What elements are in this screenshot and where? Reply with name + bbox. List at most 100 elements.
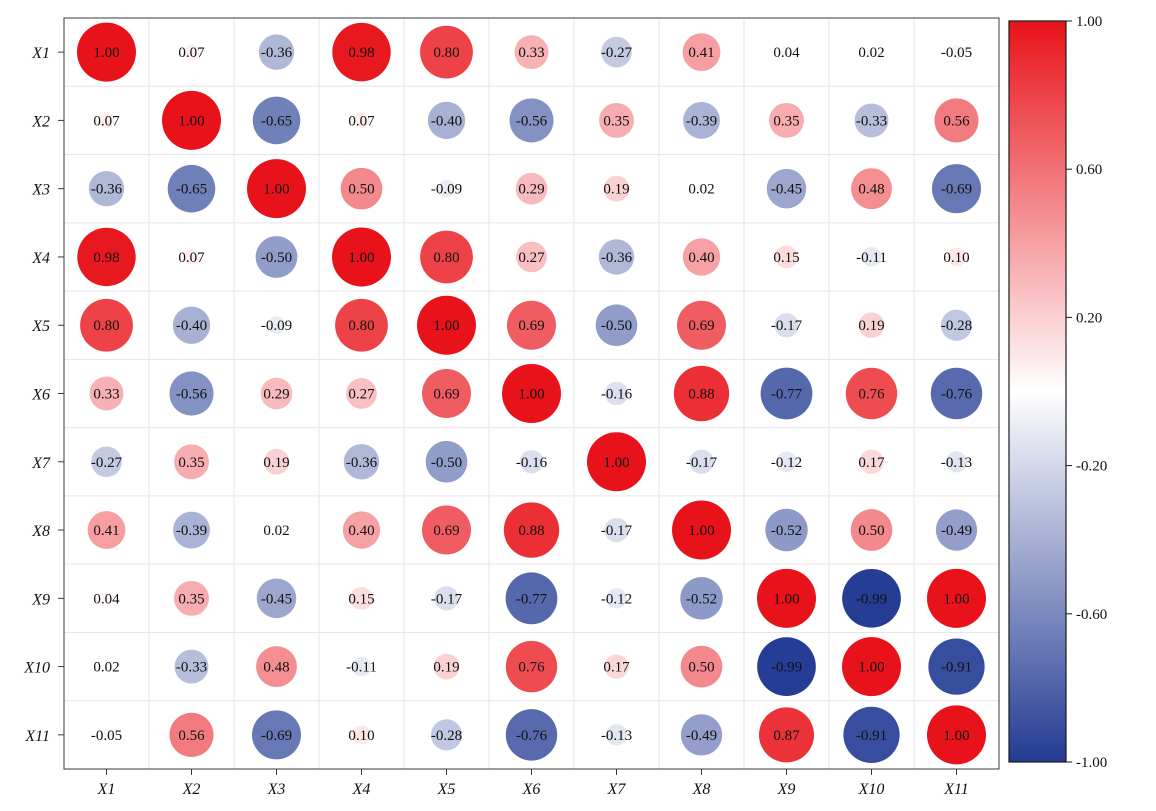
correlation-circle <box>350 586 373 610</box>
correlation-circle <box>769 102 804 138</box>
axis-labels: X1 X1 X2 X2 X3 X3 X4 X4 X5 X5 X6 X6 X7 X7 X8 X8 X9 X9 X10 X… <box>23 45 969 798</box>
correlation-value-label: -0.76 <box>516 728 548 744</box>
x-axis-tick-label: X3 <box>267 781 286 798</box>
correlation-value-label: -0.11 <box>346 660 377 676</box>
y-axis-tick-label: X5 <box>31 318 50 335</box>
correlation-circle <box>247 159 306 219</box>
correlation-value-label: -0.33 <box>176 660 207 676</box>
correlation-circle <box>427 101 466 140</box>
correlation-value-label: -0.56 <box>516 113 548 129</box>
y-axis-tick-label: X3 <box>31 182 50 199</box>
correlation-circle <box>173 511 210 549</box>
correlation-value-label: -0.50 <box>261 250 292 266</box>
x-axis-tick-label: X6 <box>522 781 541 798</box>
correlation-value-label: -0.69 <box>941 182 972 198</box>
correlation-circle <box>263 448 290 475</box>
correlation-circle <box>587 432 646 492</box>
y-axis-tick-label: X8 <box>31 523 50 540</box>
correlation-circle <box>851 168 892 210</box>
correlation-value-label: -0.33 <box>856 113 887 129</box>
correlation-circle <box>606 588 627 609</box>
correlation-value-label: 0.19 <box>433 660 459 676</box>
correlation-value-label: 0.76 <box>518 660 545 676</box>
correlation-circle <box>927 568 986 628</box>
correlation-value-label: -0.17 <box>771 318 803 334</box>
correlation-circle <box>422 369 471 418</box>
correlation-circle <box>757 568 816 628</box>
y-axis-tick-label: X7 <box>31 455 51 472</box>
correlation-value-label: -0.49 <box>686 728 717 744</box>
correlation-value-label: -0.13 <box>941 455 972 471</box>
correlation-circle <box>77 22 136 82</box>
correlation-value-label: 0.41 <box>93 523 119 539</box>
correlation-circle <box>680 577 723 620</box>
y-axis-tick-label: X10 <box>23 660 50 677</box>
x-axis-tick-label: X8 <box>692 781 711 798</box>
correlation-circle <box>516 241 547 273</box>
correlation-circle <box>342 511 381 549</box>
x-axis-tick-label: X4 <box>352 781 371 798</box>
correlation-circle <box>509 98 554 143</box>
correlation-value-label: -0.69 <box>261 728 292 744</box>
correlation-circle <box>683 101 720 139</box>
correlation-value-label: -0.05 <box>91 728 122 744</box>
correlation-circle <box>502 364 561 423</box>
correlation-value-label: 1.00 <box>348 250 374 266</box>
correlation-circle <box>604 381 629 406</box>
correlation-circle <box>162 90 221 150</box>
correlation-value-label: 1.00 <box>93 45 119 61</box>
correlation-value-label: -0.05 <box>941 45 972 61</box>
correlation-circle <box>605 724 628 746</box>
correlation-circle <box>267 316 286 335</box>
correlation-value-label: 0.10 <box>348 728 374 744</box>
correlation-circle <box>346 378 377 409</box>
correlation-circle <box>515 172 548 205</box>
correlation-circle <box>417 295 476 355</box>
correlation-value-label: -0.40 <box>431 113 462 129</box>
correlation-circle <box>505 640 558 693</box>
correlation-value-label: -0.12 <box>601 591 632 607</box>
correlation-value-label: -0.77 <box>516 591 548 607</box>
correlation-value-label: 0.50 <box>688 660 714 676</box>
correlation-value-label: 1.00 <box>518 387 544 403</box>
correlation-circle <box>174 649 209 684</box>
correlation-circle <box>861 247 882 267</box>
correlation-circle <box>505 572 558 625</box>
correlation-value-label: 0.41 <box>688 45 714 61</box>
correlation-circle <box>252 710 301 760</box>
correlation-value-label: 0.88 <box>518 523 544 539</box>
grid-lines <box>64 18 999 769</box>
correlation-value-label: -0.50 <box>431 455 462 471</box>
correlation-circle <box>697 184 706 193</box>
correlation-value-label: -0.11 <box>856 250 887 266</box>
correlation-value-label: 0.98 <box>93 250 119 266</box>
correlation-value-label: -0.12 <box>771 455 802 471</box>
correlation-value-label: 0.69 <box>518 318 544 334</box>
correlation-circle <box>174 444 209 480</box>
correlation-value-label: -0.27 <box>91 455 123 471</box>
correlation-circle <box>859 449 884 474</box>
correlation-value-label: 0.33 <box>93 387 119 403</box>
correlation-circle <box>842 568 901 628</box>
correlation-value-label: -0.17 <box>686 455 718 471</box>
correlation-circle <box>98 112 115 129</box>
correlation-value-label: 0.48 <box>263 660 289 676</box>
y-axis-tick-label: X6 <box>31 387 50 404</box>
correlation-value-label: 0.35 <box>178 591 204 607</box>
correlation-circle <box>167 164 216 213</box>
correlation-circle <box>850 509 893 551</box>
correlation-value-label: 0.04 <box>773 45 800 61</box>
correlation-value-label: -0.36 <box>91 182 123 198</box>
correlation-value-label: -0.28 <box>941 318 972 334</box>
correlation-value-label: -0.09 <box>431 182 462 198</box>
correlation-circle <box>183 249 200 265</box>
correlation-circle <box>595 304 638 347</box>
correlation-value-label: 0.07 <box>348 113 375 129</box>
correlation-circle <box>99 728 114 742</box>
correlation-circle <box>949 45 964 59</box>
correlation-circle <box>604 654 629 679</box>
correlation-value-label: 1.00 <box>943 591 969 607</box>
correlation-circle <box>169 371 214 416</box>
correlation-value-label: -0.45 <box>771 182 802 198</box>
